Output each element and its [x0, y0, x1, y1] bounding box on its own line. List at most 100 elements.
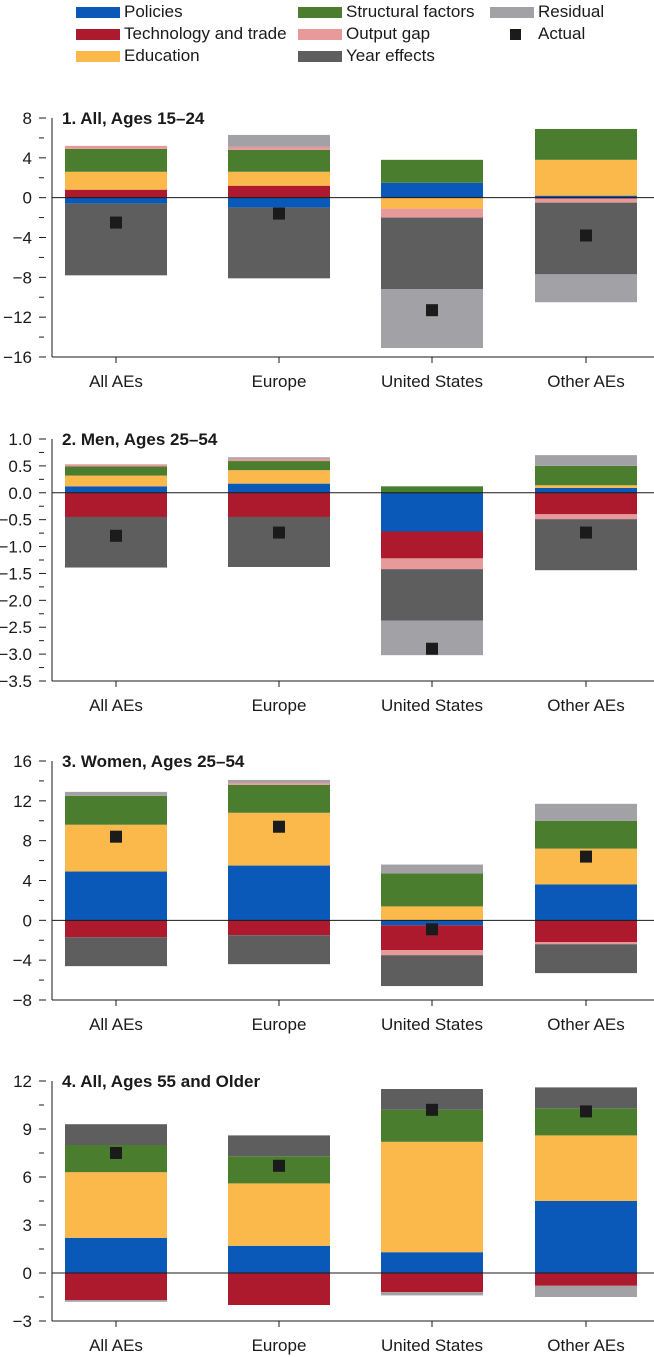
x-tick-label: United States — [381, 1336, 483, 1355]
legend-item-technology-and-trade: Technology and trade — [76, 24, 287, 44]
bar-segment-education — [535, 159, 637, 196]
y-tick-label: −16 — [3, 348, 32, 367]
bar-segment-year-effects — [381, 955, 483, 987]
bar-segment-structural-factors — [228, 149, 330, 172]
legend-label: Structural factors — [346, 2, 475, 21]
bar-segment-year-effects — [381, 569, 483, 621]
bar-segment-year-effects — [381, 1089, 483, 1110]
actual-marker — [426, 1103, 438, 1116]
bar-segment-technology-and-trade — [535, 920, 637, 943]
y-tick-label: −8 — [13, 991, 32, 1010]
chart-title: 1. All, Ages 15–24 — [62, 109, 205, 128]
bar-segment-policies — [535, 195, 637, 198]
legend-item-education: Education — [76, 46, 200, 66]
bar-segment-technology-and-trade — [65, 920, 167, 938]
bar-segment-output-gap — [65, 464, 167, 467]
bar-segment-education — [381, 906, 483, 921]
bar-segment-policies — [228, 865, 330, 921]
bar-segment-structural-factors — [381, 486, 483, 493]
bar-segment-residual — [65, 1300, 167, 1302]
legend-label: Technology and trade — [124, 24, 287, 43]
bar-segment-residual — [228, 457, 330, 459]
legend-item-year-effects: Year effects — [298, 46, 435, 66]
bar-segment-policies — [381, 492, 483, 532]
bar-segment-education — [65, 1172, 167, 1238]
bar-segment-education — [381, 197, 483, 209]
chart-legend: Policies Technology and trade Education Str… — [0, 0, 654, 80]
legend-label: Actual — [538, 24, 586, 43]
legend-label: Education — [124, 46, 200, 65]
bar-segment-residual — [65, 791, 167, 796]
x-tick-label: Europe — [252, 1015, 307, 1034]
legend-label: Policies — [124, 2, 183, 21]
x-tick-label: All AEs — [89, 372, 143, 391]
chart-panel-2: −3.5 −3.0 −2.5 −2.0 −1.5 −1.0 −0.5 0.0 0.5 1.0 2. … — [0, 430, 654, 715]
bar-segment-policies — [535, 1201, 637, 1273]
bar-segment-year-effects — [535, 944, 637, 974]
legend-item-residual: Residual — [490, 2, 604, 22]
bar-segment-policies — [228, 1245, 330, 1273]
x-tick-label: United States — [381, 696, 483, 715]
bar-segment-technology-and-trade — [65, 492, 167, 517]
bar-segment-residual — [228, 779, 330, 783]
bar-segment-education — [535, 1135, 637, 1201]
bar-segment-residual — [535, 1285, 637, 1297]
x-tick-label: Other AEs — [547, 1336, 624, 1355]
y-tick-label: −1.0 — [0, 538, 32, 557]
bar-segment-year-effects — [65, 1124, 167, 1145]
chart-title: 2. Men, Ages 25–54 — [62, 430, 218, 449]
actual-marker — [426, 923, 438, 936]
x-tick-label: All AEs — [89, 696, 143, 715]
bar-segment-output-gap — [228, 146, 330, 150]
y-tick-label: 0 — [23, 189, 32, 208]
x-tick-label: Other AEs — [547, 1015, 624, 1034]
actual-marker — [580, 229, 592, 242]
bar-segment-output-gap — [228, 782, 330, 785]
actual-marker — [426, 642, 438, 655]
bar-segment-residual — [381, 864, 483, 874]
bar-segment-technology-and-trade — [228, 492, 330, 517]
bar-segment-technology-and-trade — [228, 185, 330, 198]
bar-segment-output-gap — [535, 942, 637, 945]
legend-swatch — [510, 28, 521, 40]
y-tick-label: −12 — [3, 308, 32, 327]
bar-segment-structural-factors — [535, 128, 637, 160]
x-tick-label: Europe — [252, 696, 307, 715]
y-tick-label: −4 — [13, 229, 32, 248]
bar-segment-residual — [535, 455, 637, 466]
bar-segment-year-effects — [65, 516, 167, 568]
y-tick-label: 16 — [13, 752, 32, 771]
legend-swatch — [298, 28, 342, 40]
y-tick-label: −1.5 — [0, 564, 32, 583]
chart-title: 4. All, Ages 55 and Older — [62, 1072, 260, 1091]
bar-segment-year-effects — [228, 1135, 330, 1157]
legend-swatch — [298, 50, 342, 62]
y-tick-label: 4 — [23, 872, 32, 891]
x-tick-label: Europe — [252, 372, 307, 391]
y-tick-label: −0.5 — [0, 511, 32, 530]
y-tick-label: 3 — [23, 1216, 32, 1235]
bar-segment-residual — [381, 1292, 483, 1296]
x-tick-label: All AEs — [89, 1336, 143, 1355]
bar-segment-year-effects — [65, 203, 167, 276]
bar-segment-residual — [535, 274, 637, 303]
bar-segment-structural-factors — [535, 465, 637, 486]
bar-segment-year-effects — [535, 1087, 637, 1109]
y-tick-label: −2.0 — [0, 591, 32, 610]
legend-swatch — [76, 50, 120, 62]
y-tick-label: −4 — [13, 951, 32, 970]
y-tick-label: 12 — [13, 792, 32, 811]
bar-segment-policies — [381, 920, 483, 926]
bar-segment-structural-factors — [381, 873, 483, 907]
bar-segment-policies — [535, 884, 637, 921]
bar-segment-policies — [381, 182, 483, 198]
y-tick-label: 0 — [23, 911, 32, 930]
y-tick-label: 0 — [23, 1264, 32, 1283]
legend-item-actual: Actual — [490, 24, 585, 44]
y-tick-label: −3.0 — [0, 645, 32, 664]
bar-segment-policies — [228, 197, 330, 208]
bar-segment-education — [228, 171, 330, 186]
bar-segment-structural-factors — [535, 820, 637, 849]
bar-segment-education — [65, 475, 167, 487]
bar-segment-year-effects — [228, 935, 330, 965]
